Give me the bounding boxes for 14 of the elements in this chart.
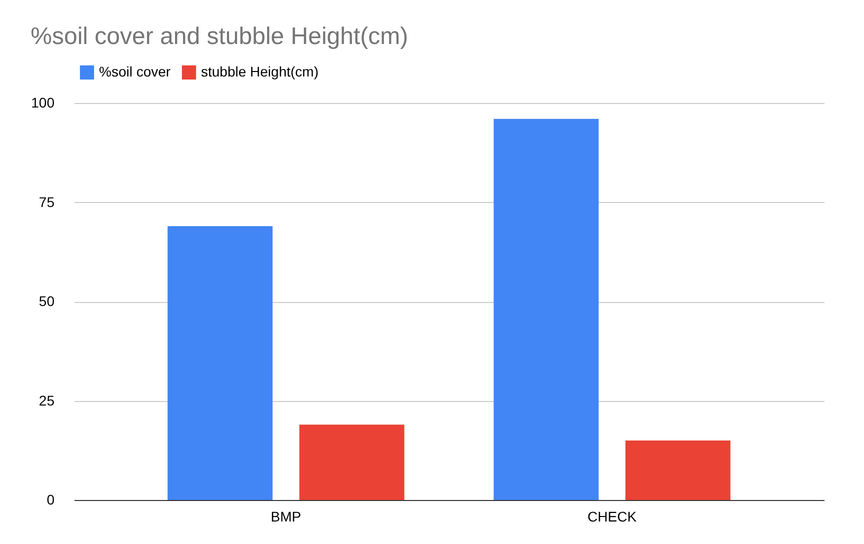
bar [494,118,599,500]
y-tick-label: 25 [38,392,55,408]
legend-label: stubble Height(cm) [201,63,318,80]
y-tick-label: 75 [38,194,55,210]
bar [168,226,273,500]
y-tick-label: 0 [46,492,55,508]
legend-label: %soil cover [99,63,171,80]
bar [625,440,730,500]
y-tick-label: 50 [38,293,55,309]
chart-title: %soil cover and stubble Height(cm) [30,23,408,50]
x-tick-label: CHECK [588,508,638,524]
x-tick-label: BMP [270,508,302,524]
bar [299,424,404,500]
y-tick-label: 100 [31,94,55,110]
